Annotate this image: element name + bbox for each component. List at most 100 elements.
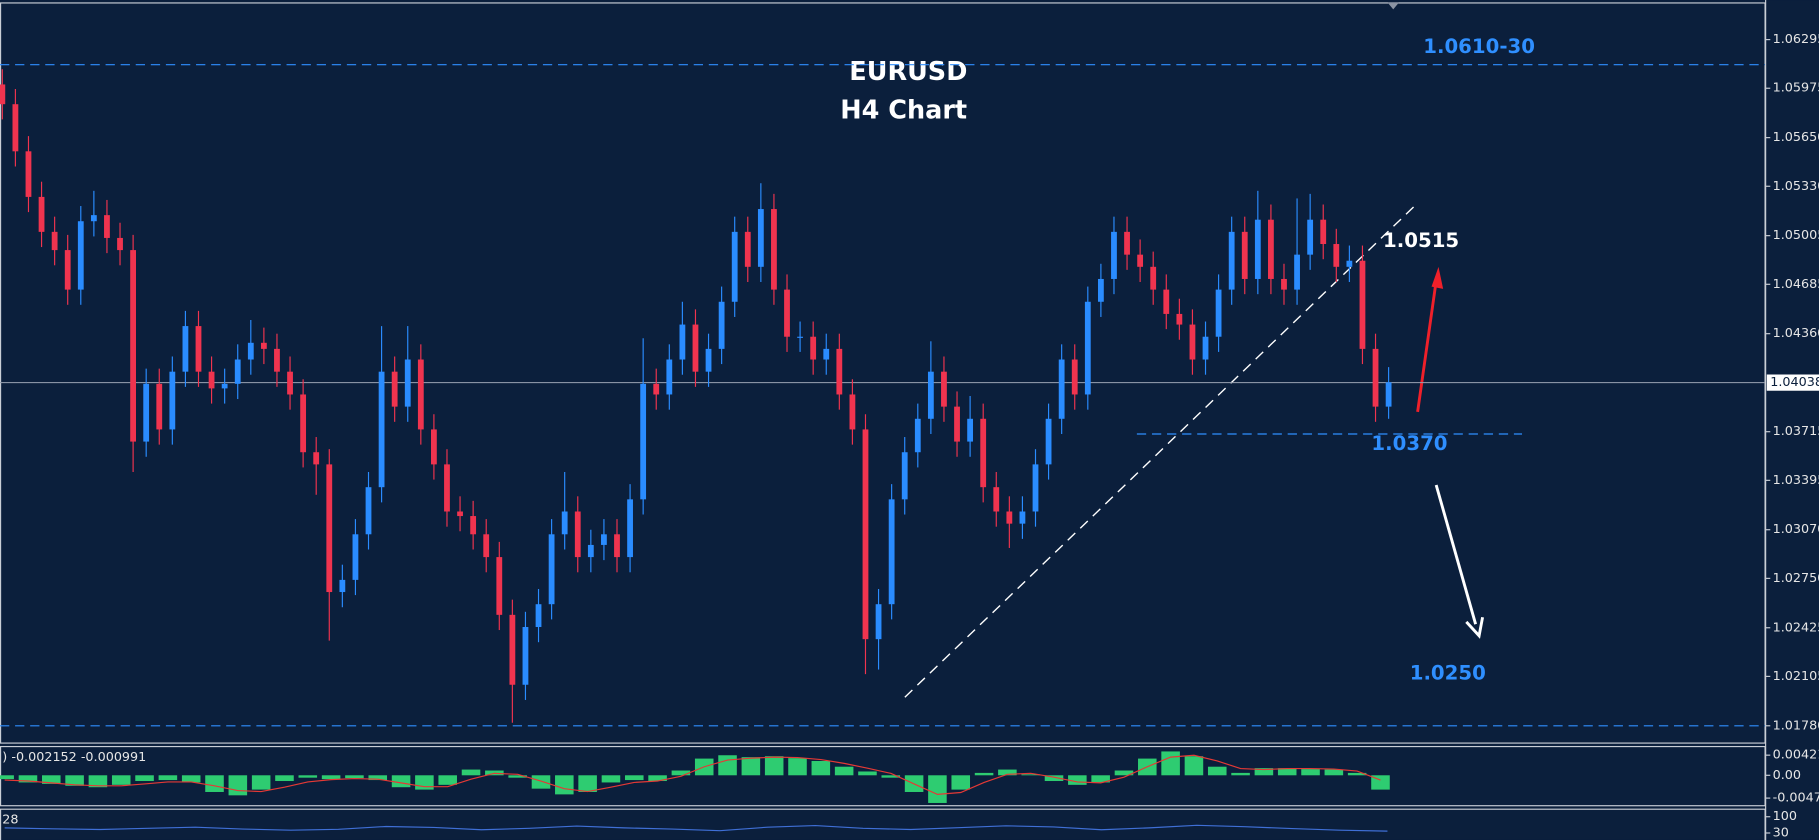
candle-body xyxy=(260,342,267,349)
histogram-bar xyxy=(998,769,1017,776)
candle-body xyxy=(431,429,437,465)
histogram-bar xyxy=(1068,775,1087,785)
annotation: 1.0515 xyxy=(1383,229,1459,252)
histogram-bar xyxy=(251,775,271,790)
signal-line xyxy=(4,754,1381,795)
candle-body xyxy=(12,104,19,152)
candle-body xyxy=(1084,301,1091,395)
candle-body xyxy=(195,326,202,372)
y-tick-label: 0.004219 xyxy=(1773,748,1819,763)
candle-body xyxy=(25,151,32,197)
candle-body xyxy=(1202,336,1209,360)
candle-body xyxy=(679,324,686,360)
candle-body xyxy=(627,499,633,558)
y-tick-label: 1.02750 xyxy=(1773,571,1819,586)
candle-body xyxy=(810,336,817,360)
histogram-bar xyxy=(41,775,61,784)
histogram-bar xyxy=(0,775,14,780)
annotation: 1.0250 xyxy=(1410,662,1486,685)
candle-body xyxy=(888,499,895,605)
candle-body xyxy=(496,557,503,615)
histogram-bar xyxy=(18,775,38,783)
candle-body xyxy=(182,326,189,372)
histogram-bar xyxy=(1301,769,1320,776)
histogram-bar xyxy=(741,757,761,776)
candle-body xyxy=(1281,278,1287,290)
histogram-bar xyxy=(1347,772,1367,776)
candle-body xyxy=(457,511,463,517)
histogram-bar xyxy=(181,775,201,783)
candle-body xyxy=(914,418,921,453)
y-tick-label: 1.04360 xyxy=(1773,326,1819,341)
histogram-bar xyxy=(205,775,224,792)
candle-body xyxy=(391,371,398,407)
histogram-bar xyxy=(1231,772,1250,776)
candle-body xyxy=(1019,511,1026,524)
histogram-bar xyxy=(1114,770,1134,776)
histogram-bar xyxy=(461,769,481,776)
histogram-bar xyxy=(275,775,294,782)
histogram-bar xyxy=(671,770,691,776)
histogram-bar xyxy=(764,756,784,776)
candle-body xyxy=(417,359,424,430)
candle-body xyxy=(1097,278,1104,302)
candle-body xyxy=(313,452,320,465)
candle-body xyxy=(117,237,123,251)
annotation: 1.0370 xyxy=(1371,432,1447,455)
candle-body xyxy=(980,418,987,488)
candle-body xyxy=(535,604,542,627)
candle-body xyxy=(731,231,738,302)
candle-body xyxy=(156,383,163,430)
up-arrow-head xyxy=(1431,266,1444,289)
histogram-bar xyxy=(298,775,318,778)
candle-body xyxy=(574,511,581,558)
candle-body xyxy=(1163,289,1170,314)
candle-body xyxy=(104,215,110,238)
histogram-bar xyxy=(321,775,341,780)
candle-body xyxy=(601,534,607,545)
candle-body xyxy=(1124,231,1130,255)
y-tick-label: 1.01780 xyxy=(1773,718,1819,733)
y-tick-label: 1.05975 xyxy=(1773,81,1819,96)
candle-body xyxy=(941,371,947,407)
candle-body xyxy=(247,342,254,360)
candle-body xyxy=(757,209,764,267)
candle-body xyxy=(274,348,280,372)
histogram-bar xyxy=(1207,766,1227,776)
histogram-bar xyxy=(415,775,434,790)
candle-body xyxy=(1111,231,1117,279)
candle-body xyxy=(1320,219,1327,245)
shift-marker xyxy=(1387,2,1400,10)
candle-body xyxy=(300,394,307,453)
candle-body xyxy=(1333,244,1340,267)
annotation: 1.0610-30 xyxy=(1423,35,1535,58)
candle-body xyxy=(1241,231,1248,279)
histogram-bar xyxy=(1184,756,1204,776)
y-tick-label: 100 xyxy=(1773,809,1797,824)
candle-body xyxy=(771,209,777,290)
candle-body xyxy=(1150,266,1157,290)
y-tick-label: 0.00 xyxy=(1773,768,1801,783)
candle-body xyxy=(561,511,568,535)
histogram-bar xyxy=(345,775,364,779)
histogram-bar xyxy=(1091,775,1110,783)
histogram-bar xyxy=(951,775,971,790)
y-tick-label: 1.03395 xyxy=(1773,473,1819,488)
histogram-bar xyxy=(508,775,527,778)
candle-body xyxy=(1032,464,1039,512)
y-tick-label: 1.06295 xyxy=(1773,32,1819,47)
histogram-bar xyxy=(158,775,178,781)
y-tick-label: 1.03070 xyxy=(1773,522,1819,537)
candle-body xyxy=(483,534,490,558)
histogram-bar xyxy=(391,775,411,788)
candle-body xyxy=(1294,254,1300,290)
candle-body xyxy=(130,250,137,442)
candle-body xyxy=(875,604,882,640)
candle-body xyxy=(208,371,215,389)
histogram-bar xyxy=(1161,751,1180,776)
candle-body xyxy=(692,324,699,372)
y-tick-label: 1.02425 xyxy=(1773,620,1819,635)
candle-body xyxy=(1058,359,1065,419)
indicator-label: ) -0.002152 -0.000991 xyxy=(2,750,146,765)
